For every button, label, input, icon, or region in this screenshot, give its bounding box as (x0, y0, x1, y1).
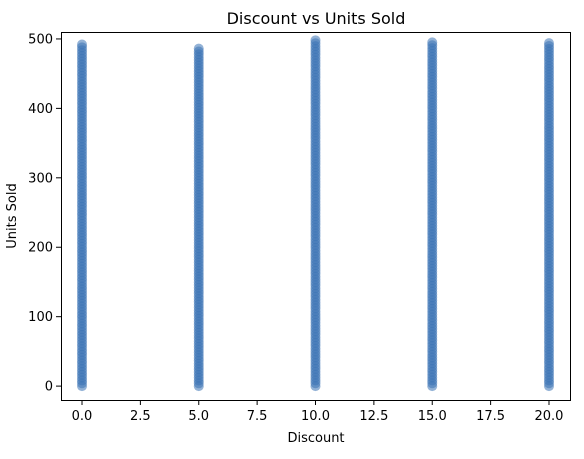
x-axis-ticks: 0.0 2.5 5.0 7.5 10.0 12.5 15.0 17.5 20.0 (72, 400, 564, 424)
data-point (310, 35, 321, 46)
point-column-4 (543, 38, 554, 392)
x-tick-label: 7.5 (247, 409, 268, 424)
y-tick-label: 200 (28, 241, 53, 256)
x-tick-label: 12.5 (359, 409, 388, 424)
x-tick-label: 15.0 (418, 409, 447, 424)
data-point (543, 38, 554, 49)
y-axis-ticks: 0 100 200 300 400 500 (28, 32, 61, 395)
data-point (427, 37, 438, 48)
y-tick-label: 100 (28, 310, 53, 325)
data-point (193, 43, 204, 54)
y-tick-label: 500 (28, 32, 53, 47)
x-tick-label: 20.0 (535, 409, 564, 424)
x-axis-label: Discount (287, 431, 344, 446)
y-tick-label: 300 (28, 171, 53, 186)
data-point (77, 39, 88, 50)
x-tick-label: 0.0 (72, 409, 93, 424)
x-tick-label: 10.0 (301, 409, 330, 424)
point-column-0 (77, 39, 88, 392)
data-points (77, 35, 554, 392)
point-column-1 (193, 43, 204, 392)
y-axis-label: Units Sold (5, 183, 20, 248)
x-tick-label: 2.5 (130, 409, 151, 424)
x-tick-label: 17.5 (476, 409, 505, 424)
y-tick-label: 0 (45, 380, 53, 395)
chart-title: Discount vs Units Sold (227, 9, 406, 28)
x-tick-label: 5.0 (188, 409, 209, 424)
point-column-3 (427, 37, 438, 392)
point-column-2 (310, 35, 321, 392)
y-tick-label: 400 (28, 102, 53, 117)
